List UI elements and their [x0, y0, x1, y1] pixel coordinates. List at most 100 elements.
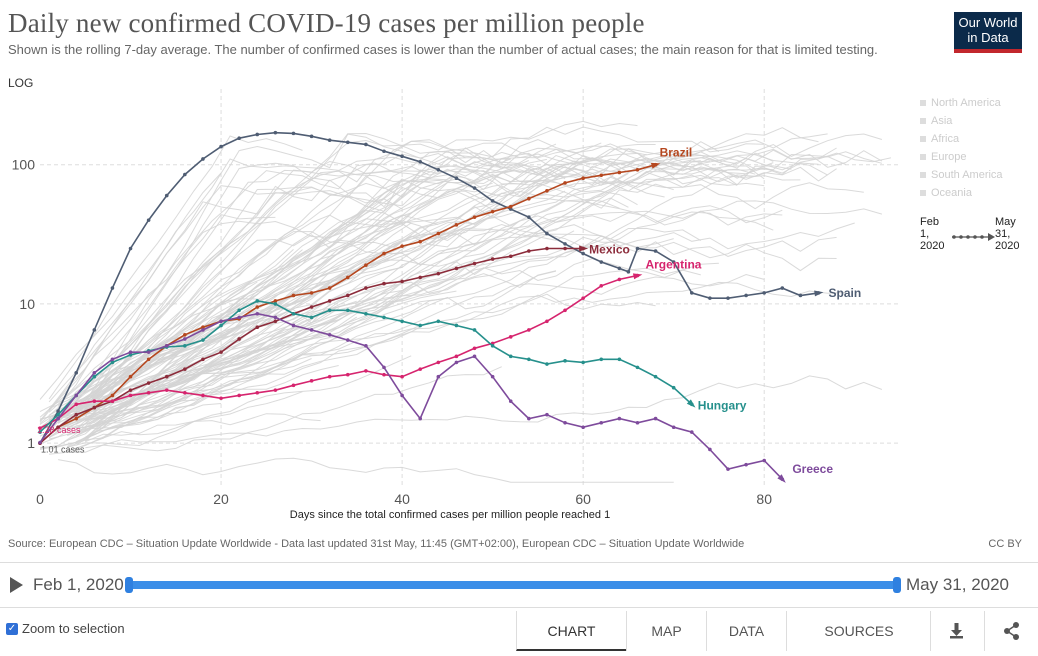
data-point [454, 266, 459, 271]
background-country-lines [39, 120, 892, 483]
data-point [454, 176, 459, 181]
data-point [327, 332, 332, 337]
owid-logo[interactable]: Our World in Data [954, 12, 1022, 53]
series-label-brazil: Brazil [660, 146, 693, 160]
background-series-line [84, 148, 883, 418]
checkbox-checked-icon[interactable]: ✓ [6, 622, 18, 635]
data-point [599, 173, 604, 178]
legend-swatch [920, 172, 926, 179]
x-tick-label: 0 [36, 491, 44, 507]
data-point [400, 154, 404, 159]
data-point [563, 242, 567, 246]
legend-item[interactable]: Asia [920, 115, 952, 127]
data-point [92, 399, 97, 404]
data-point [599, 260, 604, 264]
timeline-end-legend: May 31, 2020 [995, 216, 1020, 252]
legend-item[interactable]: North America [920, 97, 1001, 109]
background-series-line [85, 297, 448, 428]
data-point [635, 420, 640, 425]
data-point [780, 286, 785, 290]
data-point [201, 157, 205, 161]
play-icon[interactable] [10, 577, 23, 593]
data-point [527, 215, 531, 219]
timeline-start-handle[interactable] [125, 577, 133, 593]
background-series-line [48, 170, 774, 416]
timeline-slider-track[interactable] [129, 581, 897, 589]
legend-label: Europe [931, 151, 967, 163]
data-point [581, 251, 585, 256]
legend-item[interactable]: Europe [920, 151, 966, 163]
data-point [418, 159, 423, 164]
data-point [164, 193, 169, 198]
data-point [418, 239, 423, 244]
data-point [255, 325, 260, 330]
tab-data[interactable]: DATA [706, 611, 786, 651]
license-badge[interactable]: CC BY [988, 538, 1022, 550]
series-line-greece [39, 312, 783, 480]
timeline-end-handle[interactable] [893, 577, 901, 593]
data-point [689, 430, 694, 434]
data-point [400, 244, 404, 248]
data-point [255, 299, 260, 303]
data-point [345, 275, 350, 280]
data-point [56, 409, 60, 413]
share-button[interactable] [984, 611, 1038, 651]
data-point [635, 167, 640, 172]
data-point [309, 379, 314, 383]
data-point [472, 346, 477, 351]
data-point [56, 416, 60, 421]
view-tabs: CHART MAP DATA SOURCES [516, 611, 931, 651]
data-point [164, 374, 169, 379]
series-end-arrow [579, 245, 589, 252]
data-point [400, 374, 404, 379]
background-series-line [84, 145, 846, 439]
series-line-argentina [39, 274, 638, 429]
data-point [291, 131, 296, 136]
data-point [92, 328, 97, 332]
background-series-line [66, 262, 719, 428]
background-series-line [48, 168, 629, 438]
legend-label: Asia [931, 115, 953, 127]
data-point [146, 357, 151, 362]
data-point [563, 420, 567, 425]
data-point [237, 136, 241, 141]
series-label-mexico: Mexico [589, 243, 630, 257]
chart-axes: 1 10 100 0 20 40 60 80 LOG [8, 76, 772, 507]
data-point [92, 405, 97, 410]
timeline-end-date: May 31, 2020 [906, 575, 1010, 594]
data-point [74, 416, 79, 421]
series-end-arrow [686, 399, 696, 408]
data-point [309, 305, 314, 309]
background-series-line [39, 237, 240, 418]
data-point [527, 249, 531, 253]
background-series-line [75, 175, 801, 444]
data-point [671, 385, 676, 390]
data-point [581, 296, 585, 300]
data-point [617, 170, 622, 175]
legend-item[interactable]: Africa [920, 133, 959, 145]
data-point [345, 338, 350, 342]
tab-chart[interactable]: CHART [516, 611, 626, 651]
data-point [382, 365, 386, 370]
background-series-line [39, 220, 493, 423]
data-point [527, 416, 531, 421]
data-point [436, 271, 441, 276]
data-point [671, 260, 676, 264]
tab-map[interactable]: MAP [626, 611, 706, 651]
tab-sources[interactable]: SOURCES [786, 611, 931, 651]
legend-item[interactable]: South America [920, 169, 1003, 181]
data-point [273, 319, 278, 324]
download-button[interactable] [930, 611, 980, 651]
data-point [563, 359, 567, 363]
data-point [38, 430, 42, 434]
data-point [128, 246, 133, 251]
data-point [472, 261, 477, 266]
source-note[interactable]: Source: European CDC – Situation Update … [8, 538, 745, 550]
zoom-to-selection[interactable]: ✓ Zoom to selection [6, 621, 125, 636]
background-series-line [57, 231, 674, 419]
data-point [617, 357, 622, 362]
annotation-label: 1.28 cases [37, 425, 81, 435]
legend-item[interactable]: Oceania [920, 187, 972, 199]
data-point [273, 302, 278, 306]
chart-subtitle: Shown is the rolling 7-day average. The … [8, 42, 878, 57]
